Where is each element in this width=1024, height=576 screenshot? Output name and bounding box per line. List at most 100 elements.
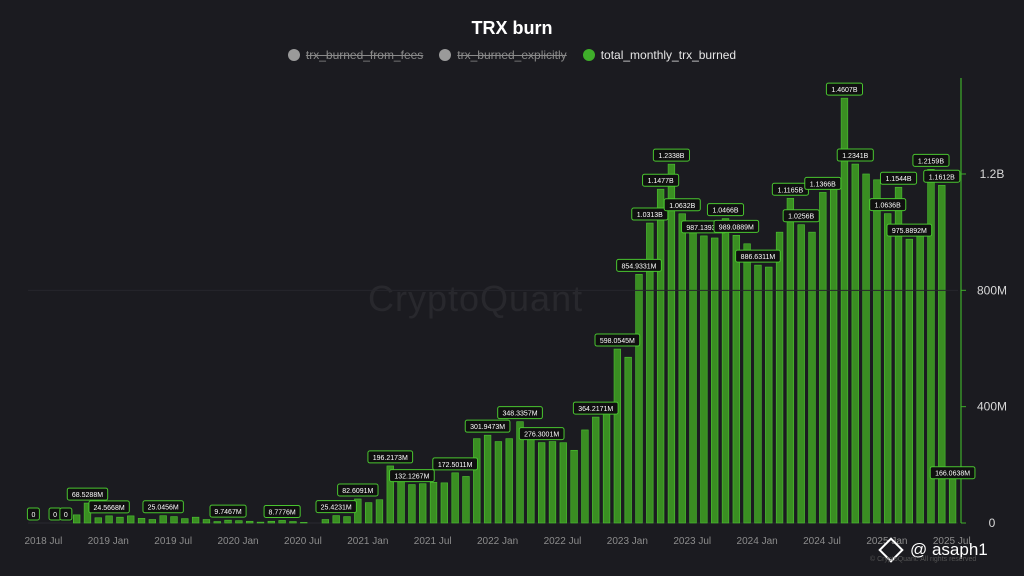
data-label: 1.0636B <box>875 203 901 210</box>
x-tick-label: 2024 Jan <box>737 536 778 547</box>
bar <box>462 476 470 524</box>
bar <box>386 465 394 524</box>
bar <box>905 238 913 524</box>
bar <box>137 518 146 524</box>
bar <box>667 163 676 524</box>
author-handle: @ asaph1 <box>878 537 988 563</box>
bar <box>775 231 784 524</box>
bar <box>170 516 178 524</box>
data-label: 364.2171M <box>578 406 613 413</box>
data-label: 1.1366B <box>810 181 836 188</box>
data-label: 276.3001M <box>524 432 559 439</box>
data-label-box <box>432 457 479 471</box>
data-label: 166.0638M <box>935 471 970 478</box>
data-label-box <box>209 504 247 518</box>
bar <box>808 231 816 524</box>
bar <box>148 519 157 524</box>
data-label-box <box>869 198 907 212</box>
bar <box>278 520 286 524</box>
bar <box>440 482 448 524</box>
bar <box>419 483 427 524</box>
bar <box>343 516 351 524</box>
bar <box>711 237 719 524</box>
bar <box>884 213 892 524</box>
data-label-box <box>652 148 690 162</box>
data-label: 24.5668M <box>94 505 125 512</box>
data-label-box <box>59 507 73 521</box>
bar <box>235 520 243 524</box>
bar <box>873 179 881 524</box>
bar <box>246 520 254 524</box>
data-label-box <box>142 500 184 514</box>
bar <box>332 515 340 524</box>
legend-dot-icon <box>582 49 595 61</box>
data-label-box <box>572 401 619 415</box>
data-label: 1.1544B <box>885 176 911 183</box>
bar <box>765 266 773 524</box>
data-label-box <box>735 249 781 263</box>
data-label-box <box>263 504 301 518</box>
bar <box>754 264 762 524</box>
legend-item-fees[interactable]: trx_burned_from_fees <box>287 48 423 62</box>
data-label: 8.7776M <box>269 509 296 516</box>
watermark: CryptoQuant <box>368 278 584 319</box>
bar <box>451 472 459 524</box>
data-label-box <box>389 469 435 483</box>
bar <box>602 406 611 524</box>
data-label: 1.2338B <box>658 153 684 160</box>
legend-item-total[interactable]: total_monthly_trx_burned <box>582 48 737 62</box>
data-label: 854.9331M <box>621 263 656 270</box>
bar <box>516 421 524 524</box>
legend-item-explicit[interactable]: trx_burned_explicitly <box>439 48 567 62</box>
data-label-box <box>497 406 543 420</box>
legend-label: total_monthly_trx_burned <box>600 48 737 62</box>
y-tick-label: 800M <box>977 283 1007 297</box>
bar <box>181 518 189 524</box>
data-label-box <box>804 176 842 190</box>
bar <box>656 188 665 524</box>
data-label: 172.5011M <box>438 462 473 469</box>
data-label-box <box>26 507 40 521</box>
chart-title: TRX burn <box>471 18 553 38</box>
data-label-box <box>594 333 641 347</box>
bar <box>829 188 838 524</box>
bar <box>635 274 643 524</box>
bar <box>570 449 578 524</box>
bar <box>408 484 416 524</box>
bar <box>894 186 903 524</box>
bar <box>429 481 438 524</box>
x-tick-label: 2021 Jul <box>414 536 452 547</box>
data-label: 25.4231M <box>321 505 352 512</box>
data-label: 348.3357M <box>503 411 538 418</box>
bar <box>505 438 513 524</box>
data-label-box <box>929 466 976 480</box>
data-label-box <box>66 487 109 501</box>
data-label: 82.6091M <box>342 488 373 495</box>
bar <box>851 163 859 524</box>
data-label: 1.0632B <box>669 203 695 210</box>
data-label: 1.0256B <box>788 214 814 221</box>
data-label-box <box>912 153 950 167</box>
legend-dot-icon <box>287 49 300 61</box>
y-tick-label: 400M <box>977 400 1007 414</box>
bar <box>73 514 81 524</box>
x-tick-label: 2018 Jul <box>25 536 63 547</box>
data-label: 1.0466B <box>712 208 738 215</box>
bar <box>927 169 935 524</box>
data-label: 132.1267M <box>394 474 429 481</box>
bar <box>948 474 957 524</box>
bar <box>646 222 654 524</box>
bar <box>786 197 795 524</box>
data-label: 9.7467M <box>214 509 241 516</box>
bar <box>202 519 211 524</box>
bar <box>732 235 740 524</box>
bar <box>581 429 589 524</box>
y-tick-label: 1.2B <box>980 167 1005 181</box>
x-tick-label: 2019 Jul <box>154 536 192 547</box>
data-label-box <box>315 500 357 514</box>
bar <box>613 348 622 524</box>
data-label: 68.5288M <box>72 492 103 499</box>
bar <box>862 173 870 524</box>
data-label: 1.1612B <box>929 174 955 181</box>
x-tick-label: 2023 Jan <box>607 536 648 547</box>
